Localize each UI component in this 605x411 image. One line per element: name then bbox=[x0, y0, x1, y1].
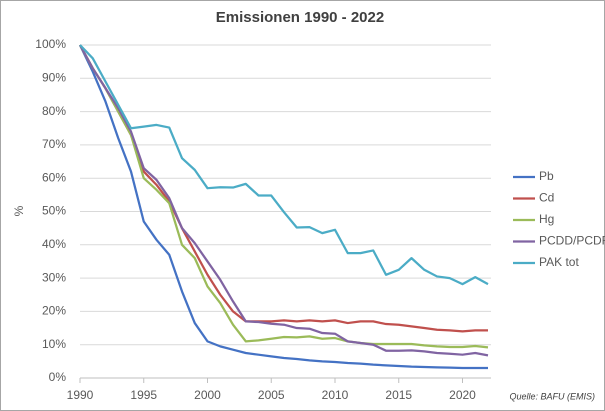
series-line bbox=[79, 44, 489, 349]
legend-label: Hg bbox=[539, 212, 554, 226]
x-tick-label: 2005 bbox=[258, 388, 285, 402]
legend-label: PCDD/PCDF bbox=[539, 234, 605, 248]
y-tick-label: 20% bbox=[42, 304, 66, 318]
series-line bbox=[78, 44, 488, 370]
x-tick-label: 2020 bbox=[449, 388, 476, 402]
x-tick-label: 1995 bbox=[130, 388, 157, 402]
x-tick-label: 2015 bbox=[385, 388, 412, 402]
legend-label: PAK tot bbox=[539, 255, 579, 269]
x-tick-label: 2010 bbox=[322, 388, 349, 402]
series-line bbox=[79, 44, 489, 286]
x-tick-label: 2000 bbox=[194, 388, 221, 402]
y-tick-label: 40% bbox=[42, 237, 66, 251]
y-axis-label: % bbox=[12, 205, 26, 216]
y-tick-label: 10% bbox=[42, 337, 66, 351]
y-tick-label: 100% bbox=[35, 37, 66, 51]
y-tick-label: 80% bbox=[42, 104, 66, 118]
y-tick-label: 70% bbox=[42, 137, 66, 151]
y-tick-label: 50% bbox=[42, 204, 66, 218]
legend-label: Cd bbox=[539, 191, 554, 205]
y-tick-label: 0% bbox=[49, 370, 67, 384]
y-tick-label: 30% bbox=[42, 270, 66, 284]
y-tick-label: 60% bbox=[42, 170, 66, 184]
legend-label: Pb bbox=[539, 169, 554, 183]
series-line bbox=[79, 44, 489, 357]
y-tick-label: 90% bbox=[42, 70, 66, 84]
chart-title: Emissionen 1990 - 2022 bbox=[216, 9, 384, 26]
x-tick-label: 1990 bbox=[67, 388, 94, 402]
source-note: Quelle: BAFU (EMIS) bbox=[509, 391, 595, 401]
series-line bbox=[79, 44, 488, 333]
